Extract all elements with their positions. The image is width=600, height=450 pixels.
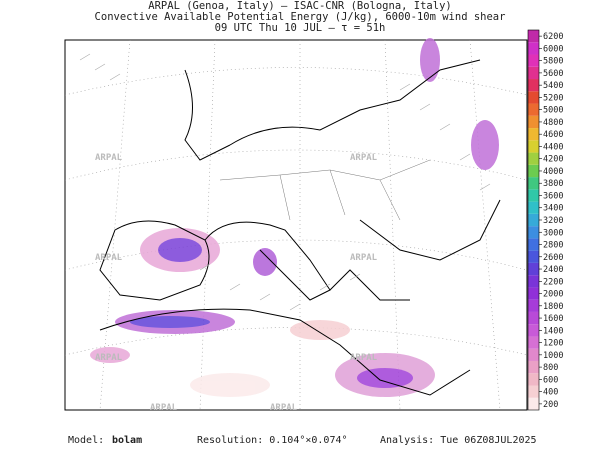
colorbar-swatch xyxy=(528,397,539,410)
colorbar-swatch xyxy=(528,115,539,129)
colorbar-label: 3000 xyxy=(543,228,563,238)
colorbar-swatch xyxy=(528,152,539,165)
colorbar-swatch xyxy=(528,360,539,374)
colorbar-swatch xyxy=(528,103,539,116)
footer-analysis: Analysis: Tue 06Z08JUL2025 xyxy=(380,435,537,446)
colorbar-swatch xyxy=(528,164,539,178)
colorbar-label: 200 xyxy=(543,400,558,410)
colorbar-swatch xyxy=(528,128,539,141)
footer-model-label: Model: xyxy=(68,435,104,446)
title-line: 09 UTC Thu 10 JUL – τ = 51h xyxy=(215,22,386,34)
colorbar-label: 5800 xyxy=(543,57,563,67)
colorbar-label: 600 xyxy=(543,375,558,385)
colorbar-label: 3400 xyxy=(543,204,563,214)
colorbar-swatch xyxy=(528,140,539,153)
colorbar-label: 2000 xyxy=(543,290,563,300)
colorbar-swatch xyxy=(528,177,539,190)
colorbar-swatch xyxy=(528,42,539,55)
colorbar-swatch xyxy=(528,201,539,214)
watermark: ARPAL xyxy=(350,353,378,363)
colorbar-label: 4400 xyxy=(543,142,563,152)
colorbar-swatch xyxy=(528,30,539,43)
colorbar-label: 4800 xyxy=(543,118,563,128)
colorbar-swatch xyxy=(528,79,539,92)
colorbar-label: 2200 xyxy=(543,277,563,287)
colorbar-label: 2400 xyxy=(543,265,563,275)
colorbar-label: 6200 xyxy=(543,32,563,42)
footer-resolution: Resolution: 0.104°×0.074° xyxy=(197,435,348,446)
colorbar-swatch xyxy=(528,189,539,202)
colorbar-swatch xyxy=(528,348,539,361)
colorbar-label: 4200 xyxy=(543,155,563,165)
colorbar-label: 5400 xyxy=(543,81,563,91)
colorbar-label: 4600 xyxy=(543,130,563,140)
colorbar-swatch xyxy=(528,336,539,349)
colorbar-swatch xyxy=(528,385,539,398)
footer-model: bolam xyxy=(112,435,142,446)
colorbar-swatch xyxy=(528,275,539,288)
colorbar-label: 1800 xyxy=(543,302,563,312)
colorbar-swatch xyxy=(528,66,539,80)
colorbar-label: 800 xyxy=(543,363,558,373)
watermark: ARPAL xyxy=(95,353,123,363)
title-line: ARPAL (Genoa, Italy) — ISAC-CNR (Bologna… xyxy=(148,0,451,12)
colorbar-label: 3600 xyxy=(543,191,563,201)
colorbar-swatch xyxy=(528,226,539,239)
colorbar-swatch xyxy=(528,238,539,251)
watermark: ARPAL xyxy=(95,253,123,263)
colorbar-swatch xyxy=(528,250,539,263)
title-line: Convective Available Potential Energy (J… xyxy=(95,11,506,23)
colorbar-label: 1000 xyxy=(543,351,563,361)
colorbar-swatch xyxy=(528,262,539,276)
watermark: ARPAL xyxy=(270,403,298,413)
colorbar-label: 400 xyxy=(543,388,558,398)
colorbar-label: 2600 xyxy=(543,253,563,263)
colorbar-label: 3800 xyxy=(543,179,563,189)
colorbar-label: 5200 xyxy=(543,93,563,103)
colorbar-swatch xyxy=(528,324,539,337)
colorbar-label: 3200 xyxy=(543,216,563,226)
colorbar-label: 4000 xyxy=(543,167,563,177)
colorbar-swatch xyxy=(528,91,539,104)
colorbar-swatch xyxy=(528,54,539,67)
colorbar: 200 400 600 800 1000 1200 1400 1600 1800 2000 2200… xyxy=(527,29,563,411)
colorbar-swatch xyxy=(528,311,539,325)
colorbar-label: 5600 xyxy=(543,69,563,79)
colorbar-label: 6000 xyxy=(543,44,563,54)
colorbar-swatch xyxy=(528,287,539,300)
colorbar-swatch xyxy=(528,213,539,227)
colorbar-swatch xyxy=(528,373,539,386)
colorbar-label: 5000 xyxy=(543,106,563,116)
watermark: ARPAL xyxy=(350,253,378,263)
colorbar-label: 1600 xyxy=(543,314,563,324)
watermark: ARPAL xyxy=(350,153,378,163)
watermark: ARPAL xyxy=(150,403,178,413)
map: ARPAL ARPAL ARPAL ARPAL ARPAL ARPAL ARPA… xyxy=(64,38,528,413)
colorbar-label: 1200 xyxy=(543,339,563,349)
colorbar-swatch xyxy=(528,299,539,312)
colorbar-label: 2800 xyxy=(543,241,563,251)
watermark: ARPAL xyxy=(95,153,123,163)
colorbar-label: 1400 xyxy=(543,326,563,336)
colorbar-frame xyxy=(527,29,540,411)
